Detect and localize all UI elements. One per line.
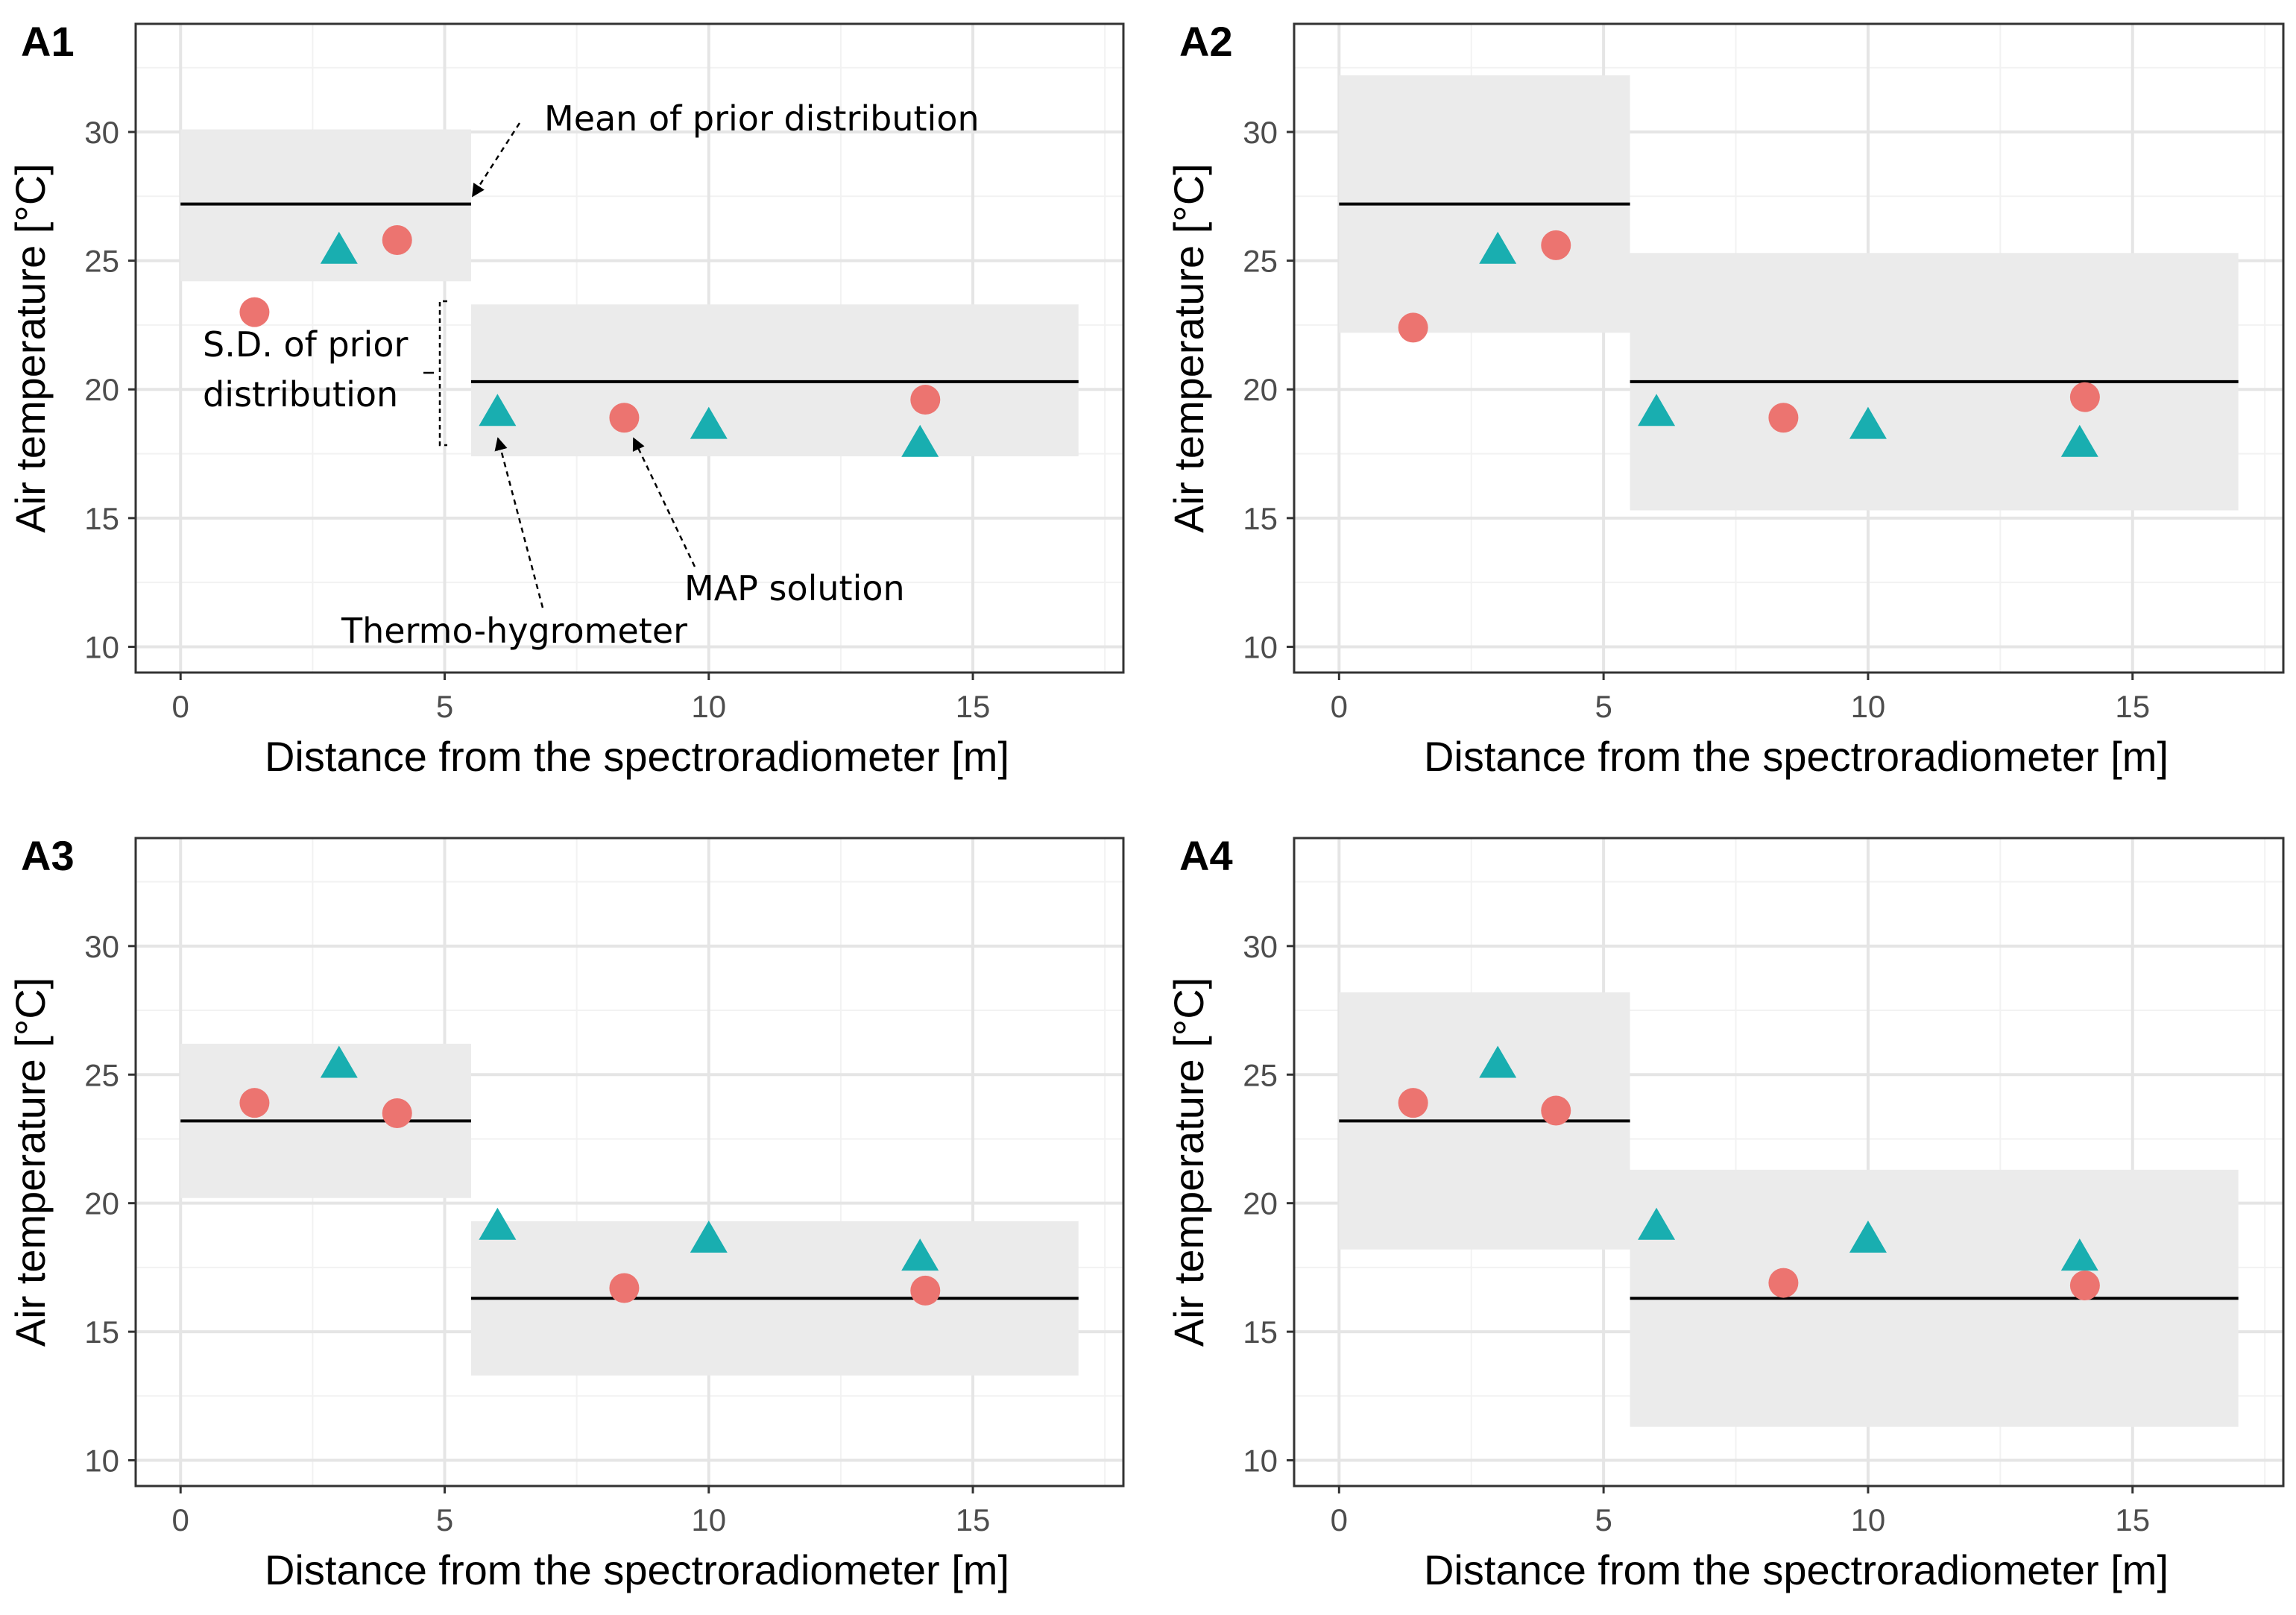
x-tick-label: 0 [172,689,189,724]
y-tick-label: 20 [84,1186,119,1221]
annotations: Mean of prior distribution S.D. of prior d… [203,98,980,651]
thermo-hygrometer-point [1638,394,1676,426]
map-solution-point [1541,230,1571,260]
x-tick-label: 0 [1331,1502,1348,1537]
panel-a2: 0 5 10 15 10 15 20 25 30 Distance from the spectr… [1165,18,2285,780]
y-tick-label: 15 [84,1315,119,1350]
x-axis-title: Distance from the spectroradiometer [m] [265,1546,1009,1593]
x-tick-label: 10 [691,689,726,724]
annotation-sd-bracket [438,300,447,447]
thermo-hygrometer-point [1849,406,1887,439]
thermo-hygrometer-point [320,1045,358,1078]
x-axis-title: Distance from the spectroradiometer [m] [265,733,1009,780]
y-tick-label: 30 [1243,115,1278,150]
thermo-hygrometer-point [1849,1220,1887,1253]
map-solution-point [910,385,941,415]
y-tick-label: 30 [84,115,119,150]
x-tick-label: 10 [1851,689,1886,724]
annotation-sd-label-line1: S.D. of prior [203,324,408,365]
annotation-map-arrow [632,437,696,567]
x-tick-label: 10 [691,1502,726,1537]
panel-label: A2 [1179,18,1233,65]
panel-label: A1 [21,18,75,65]
map-solution-point [2069,382,2100,412]
y-tick-label: 25 [1243,1057,1278,1092]
plot-frame [134,22,1125,674]
y-tick-label: 20 [1243,1186,1278,1221]
map-solution-point [1398,312,1428,343]
map-solution-point [609,1273,640,1303]
x-tick-label: 15 [2115,689,2150,724]
thermo-hygrometer-point [690,1220,728,1253]
map-solution-point [1768,403,1799,433]
annotation-mean-label: Mean of prior distribution [544,98,980,139]
y-tick-label: 10 [84,629,119,664]
y-tick-label: 25 [84,244,119,279]
map-solution-point [1541,1095,1571,1126]
annotation-thermo-label: Thermo-hygrometer [341,611,687,651]
y-tick-label: 20 [84,372,119,407]
thermo-hygrometer-point [901,424,939,457]
map-solution-point [1398,1088,1428,1118]
x-tick-label: 15 [2115,1502,2150,1537]
plot-frame [134,837,1125,1488]
map-solution-point [910,1275,941,1306]
map-solution-point [382,1098,412,1128]
x-tick-label: 0 [1331,689,1348,724]
x-tick-label: 0 [172,1502,189,1537]
map-solution-point [239,1088,270,1118]
x-tick-label: 10 [1851,1502,1886,1537]
x-tick-label: 15 [956,1502,991,1537]
panel-a1: 0 5 10 15 10 15 20 25 30 Distance from the spectr… [7,18,1125,780]
y-tick-label: 15 [84,501,119,536]
map-solution-point [382,225,412,255]
x-tick-label: 15 [956,689,991,724]
y-tick-label: 15 [1243,501,1278,536]
x-tick-label: 5 [1595,1502,1612,1537]
x-tick-label: 5 [436,689,453,724]
y-tick-label: 25 [1243,244,1278,279]
thermo-hygrometer-point [1638,1207,1676,1240]
y-tick-label: 10 [1243,629,1278,664]
panel-a4: 0 5 10 15 10 15 20 25 30 Distance from the spectr… [1165,832,2285,1593]
x-tick-label: 5 [436,1502,453,1537]
y-axis-title: Air temperature [°C] [7,163,54,532]
thermo-hygrometer-point [1479,1045,1517,1078]
thermo-hygrometer-point [1479,231,1517,264]
annotation-sd-label-line2: distribution [203,374,398,415]
thermo-hygrometer-point [2060,1238,2098,1271]
map-solution-point [1768,1268,1799,1298]
y-tick-label: 15 [1243,1315,1278,1350]
y-tick-label: 20 [1243,372,1278,407]
thermo-hygrometer-point [2060,424,2098,457]
panel-a3: 0 5 10 15 10 15 20 25 30 Distance from the spectr… [7,832,1125,1593]
y-tick-label: 30 [1243,929,1278,964]
thermo-hygrometer-point [479,394,517,426]
map-solution-point [239,297,270,327]
plot-frame [1293,837,2285,1488]
y-tick-label: 10 [1243,1444,1278,1479]
y-axis-title: Air temperature [°C] [1165,978,1212,1347]
x-axis-title: Distance from the spectroradiometer [m] [1424,733,2169,780]
y-axis-title: Air temperature [°C] [7,978,54,1347]
y-axis-title: Air temperature [°C] [1165,163,1212,532]
annotation-map-label: MAP solution [684,568,905,608]
y-tick-label: 10 [84,1444,119,1479]
thermo-hygrometer-point [320,231,358,264]
x-axis-title: Distance from the spectroradiometer [m] [1424,1546,2169,1593]
panel-label: A4 [1179,832,1233,879]
thermo-hygrometer-point [479,1207,517,1240]
map-solution-point [609,403,640,433]
panel-label: A3 [21,832,75,879]
thermo-hygrometer-point [901,1238,939,1271]
thermo-hygrometer-point [690,406,728,439]
map-solution-point [2069,1271,2100,1301]
x-tick-label: 5 [1595,689,1612,724]
annotation-mean-arrow [471,122,521,198]
y-tick-label: 30 [84,929,119,964]
annotation-thermo-arrow [494,437,544,608]
y-tick-label: 25 [84,1057,119,1092]
plot-frame [1293,22,2285,674]
